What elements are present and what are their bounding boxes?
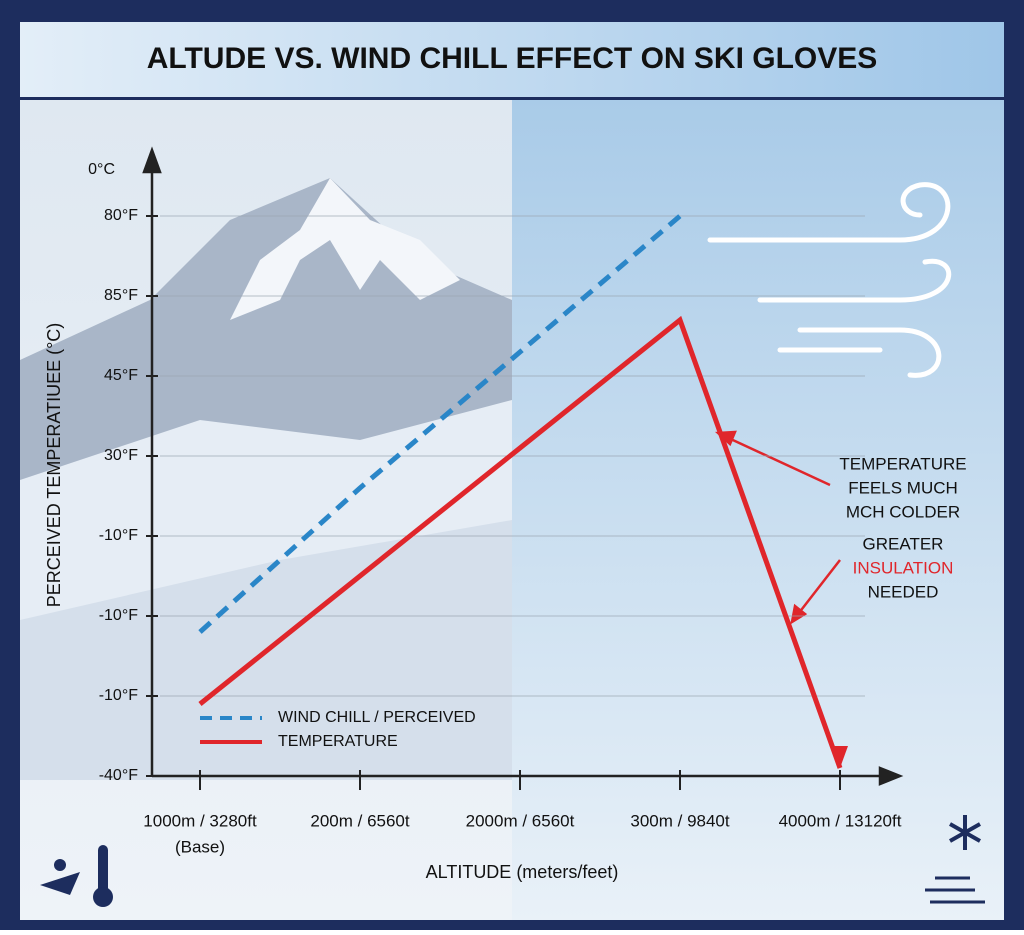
annotation: FEELS MUCH [848,478,958,497]
bottom-icons [40,815,985,907]
y-tick-label: 30°F [104,447,138,464]
y-tick-label: 80°F [104,207,138,224]
y-tick-label: -10°F [99,687,139,704]
title-band [20,22,1004,97]
series-line [198,315,843,769]
legend-label: WIND CHILL / PERCEIVED [278,709,476,726]
annotation: INSULATION [853,558,954,577]
y-tick-label: -10°F [99,607,139,624]
legend-label: TEMPERATURE [278,733,398,750]
x-tick-label: 4000m / 13120ft [779,811,902,830]
y-top-label: 0°C [88,161,115,178]
annotation: GREATER [863,534,944,553]
y-tick-label: 85°F [104,287,138,304]
y-tick-label: -40°F [99,767,139,784]
annotation: TEMPERATURE [839,454,966,473]
x-axis-label: ALTITUDE (meters/feet) [426,862,619,882]
axes [142,146,904,786]
series-line [198,214,682,634]
arrow-head [830,746,848,768]
annotation: NEEDED [868,582,939,601]
annotation: MCH COLDER [846,502,960,521]
x-tick-label: 1000m / 3280ft [143,811,257,830]
x-tick-label: 2000m / 6560t [466,811,575,830]
x-tick-note: (Base) [175,837,225,856]
chart-title: ALTUDE VS. WIND CHILL EFFECT ON SKI GLOV… [147,42,878,75]
x-tick-label: 300m / 9840t [630,811,730,830]
y-axis-label: PERCEIVED TEMPERATIUEE (°C) [44,323,64,608]
x-tick-label: 200m / 6560t [310,811,410,830]
y-tick-label: -10°F [99,527,139,544]
wind-icon [707,182,952,378]
y-tick-label: 45°F [104,367,138,384]
